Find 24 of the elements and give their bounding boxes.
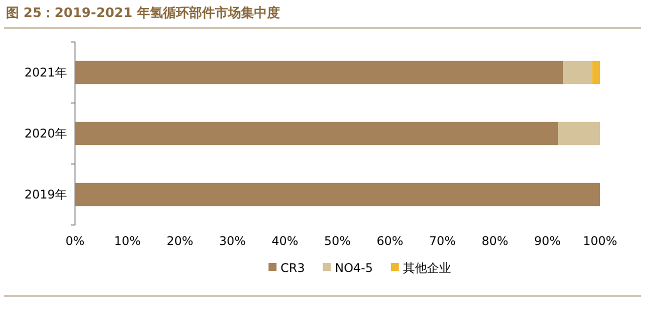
x-tick-label: 90%	[534, 234, 561, 248]
chart-title: 图 25：2019-2021 年氢循环部件市场集中度	[6, 5, 280, 21]
x-tick-label: 70%	[429, 234, 456, 248]
x-tick-label: 80%	[482, 234, 508, 248]
bar	[75, 182, 600, 206]
x-tick-label: 60%	[376, 234, 404, 248]
bar	[558, 122, 600, 146]
y-tick-label: 2020年	[24, 126, 67, 140]
x-tick-label: 20%	[166, 234, 194, 248]
legend-label: CR3	[280, 261, 305, 275]
x-tick-label: 30%	[219, 234, 246, 248]
legend-label: 其他企业	[402, 261, 451, 275]
bar	[592, 60, 600, 84]
x-tick-label: 100%	[582, 234, 618, 248]
x-tick-label: 50%	[324, 234, 351, 248]
bar	[75, 60, 564, 84]
y-tick-label: 2019年	[24, 188, 67, 202]
x-tick-label: 10%	[114, 234, 141, 248]
x-tick-label: 40%	[272, 234, 298, 248]
bar	[563, 60, 592, 84]
legend-label: NO4-5	[334, 261, 373, 275]
bar	[75, 122, 558, 146]
y-tick-label: 2021年	[24, 66, 67, 80]
x-tick-label: 0%	[65, 234, 85, 248]
